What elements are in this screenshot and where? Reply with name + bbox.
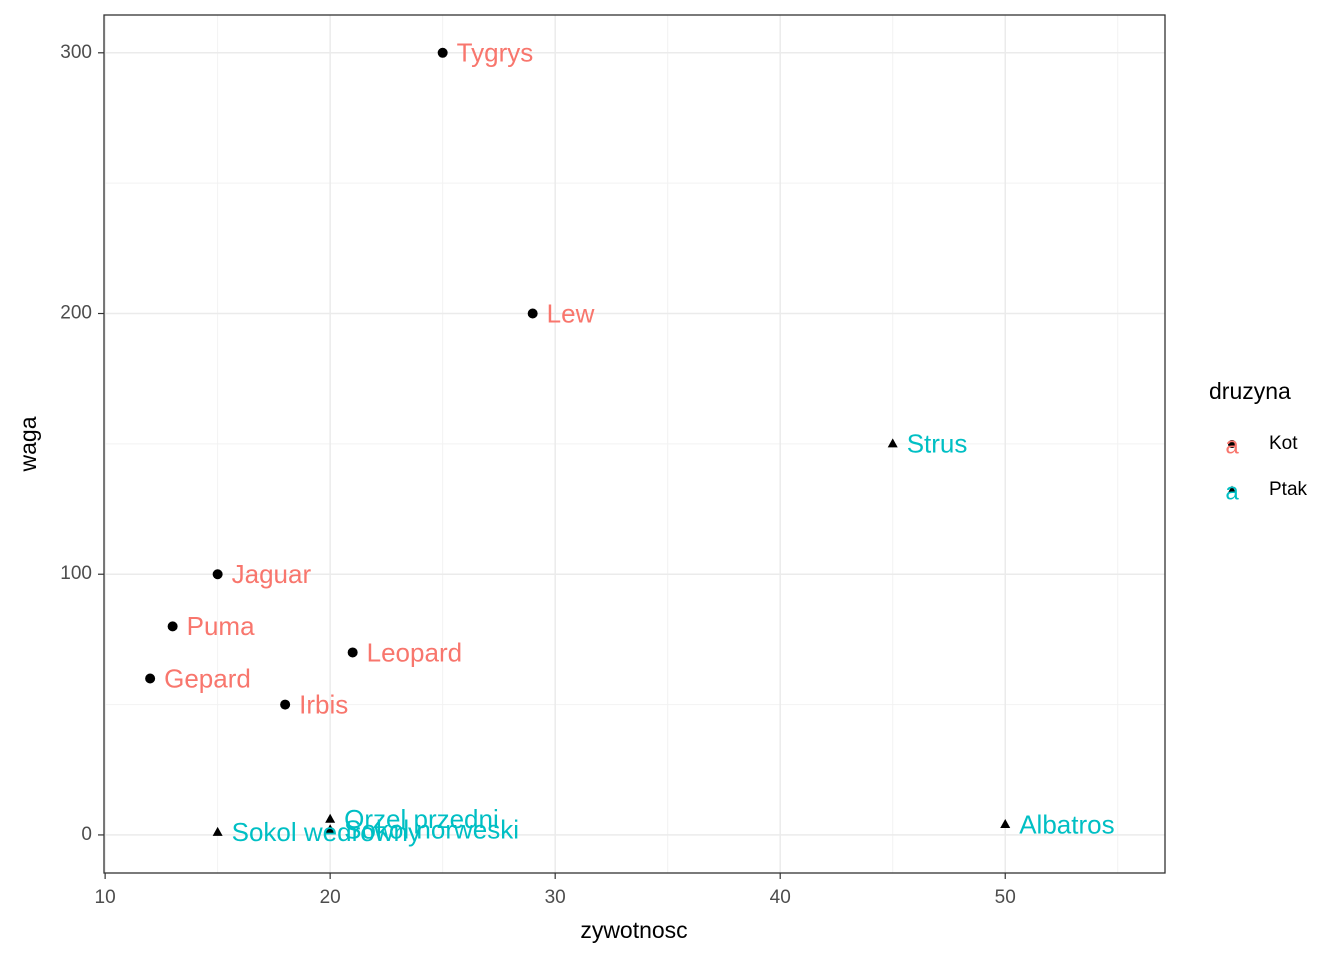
point-label: Orzel przedni [344, 804, 499, 834]
x-tick-label: 10 [95, 887, 116, 908]
y-tick-label: 0 [81, 824, 92, 845]
point-label: Puma [187, 611, 255, 641]
x-tick-label: 40 [770, 887, 791, 908]
legend-label: Ptak [1269, 479, 1308, 500]
legend-key [1228, 485, 1236, 493]
x-tick-label: 30 [545, 887, 566, 908]
point-label: Lew [547, 298, 595, 328]
point [347, 647, 358, 658]
legend-label: Kot [1269, 433, 1298, 454]
point-label: Albatros [1019, 809, 1114, 839]
legend-key-text: a [1225, 478, 1239, 505]
point-label: Strus [907, 429, 968, 459]
x-tick-label: 50 [995, 887, 1016, 908]
y-tick-label: 100 [60, 563, 92, 584]
point [325, 813, 336, 823]
x-axis-label: zywotnosc [580, 917, 687, 943]
point [437, 47, 448, 58]
point [1000, 819, 1011, 829]
point [167, 621, 178, 632]
point-label: Leopard [367, 637, 462, 667]
legend-key [1228, 440, 1236, 448]
point-label: Sokol norweski [344, 815, 519, 845]
point [145, 673, 156, 684]
point [527, 308, 538, 319]
point-label: Sokol wedrowny [232, 817, 421, 847]
panel-border [103, 14, 1166, 874]
point-label: Irbis [299, 689, 348, 719]
point [280, 699, 291, 710]
point-label: Jaguar [232, 559, 312, 589]
point [325, 824, 336, 834]
point-label: Tygrys [457, 38, 534, 68]
point-label: Gepard [164, 663, 251, 693]
point [212, 569, 223, 580]
y-axis-label: waga [15, 416, 41, 472]
y-tick-label: 300 [60, 42, 92, 63]
legend-title: druzyna [1209, 378, 1291, 404]
legend-key-text: a [1225, 432, 1239, 459]
point [212, 826, 223, 836]
y-tick-label: 200 [60, 303, 92, 324]
point [887, 438, 898, 448]
x-tick-label: 20 [320, 887, 341, 908]
